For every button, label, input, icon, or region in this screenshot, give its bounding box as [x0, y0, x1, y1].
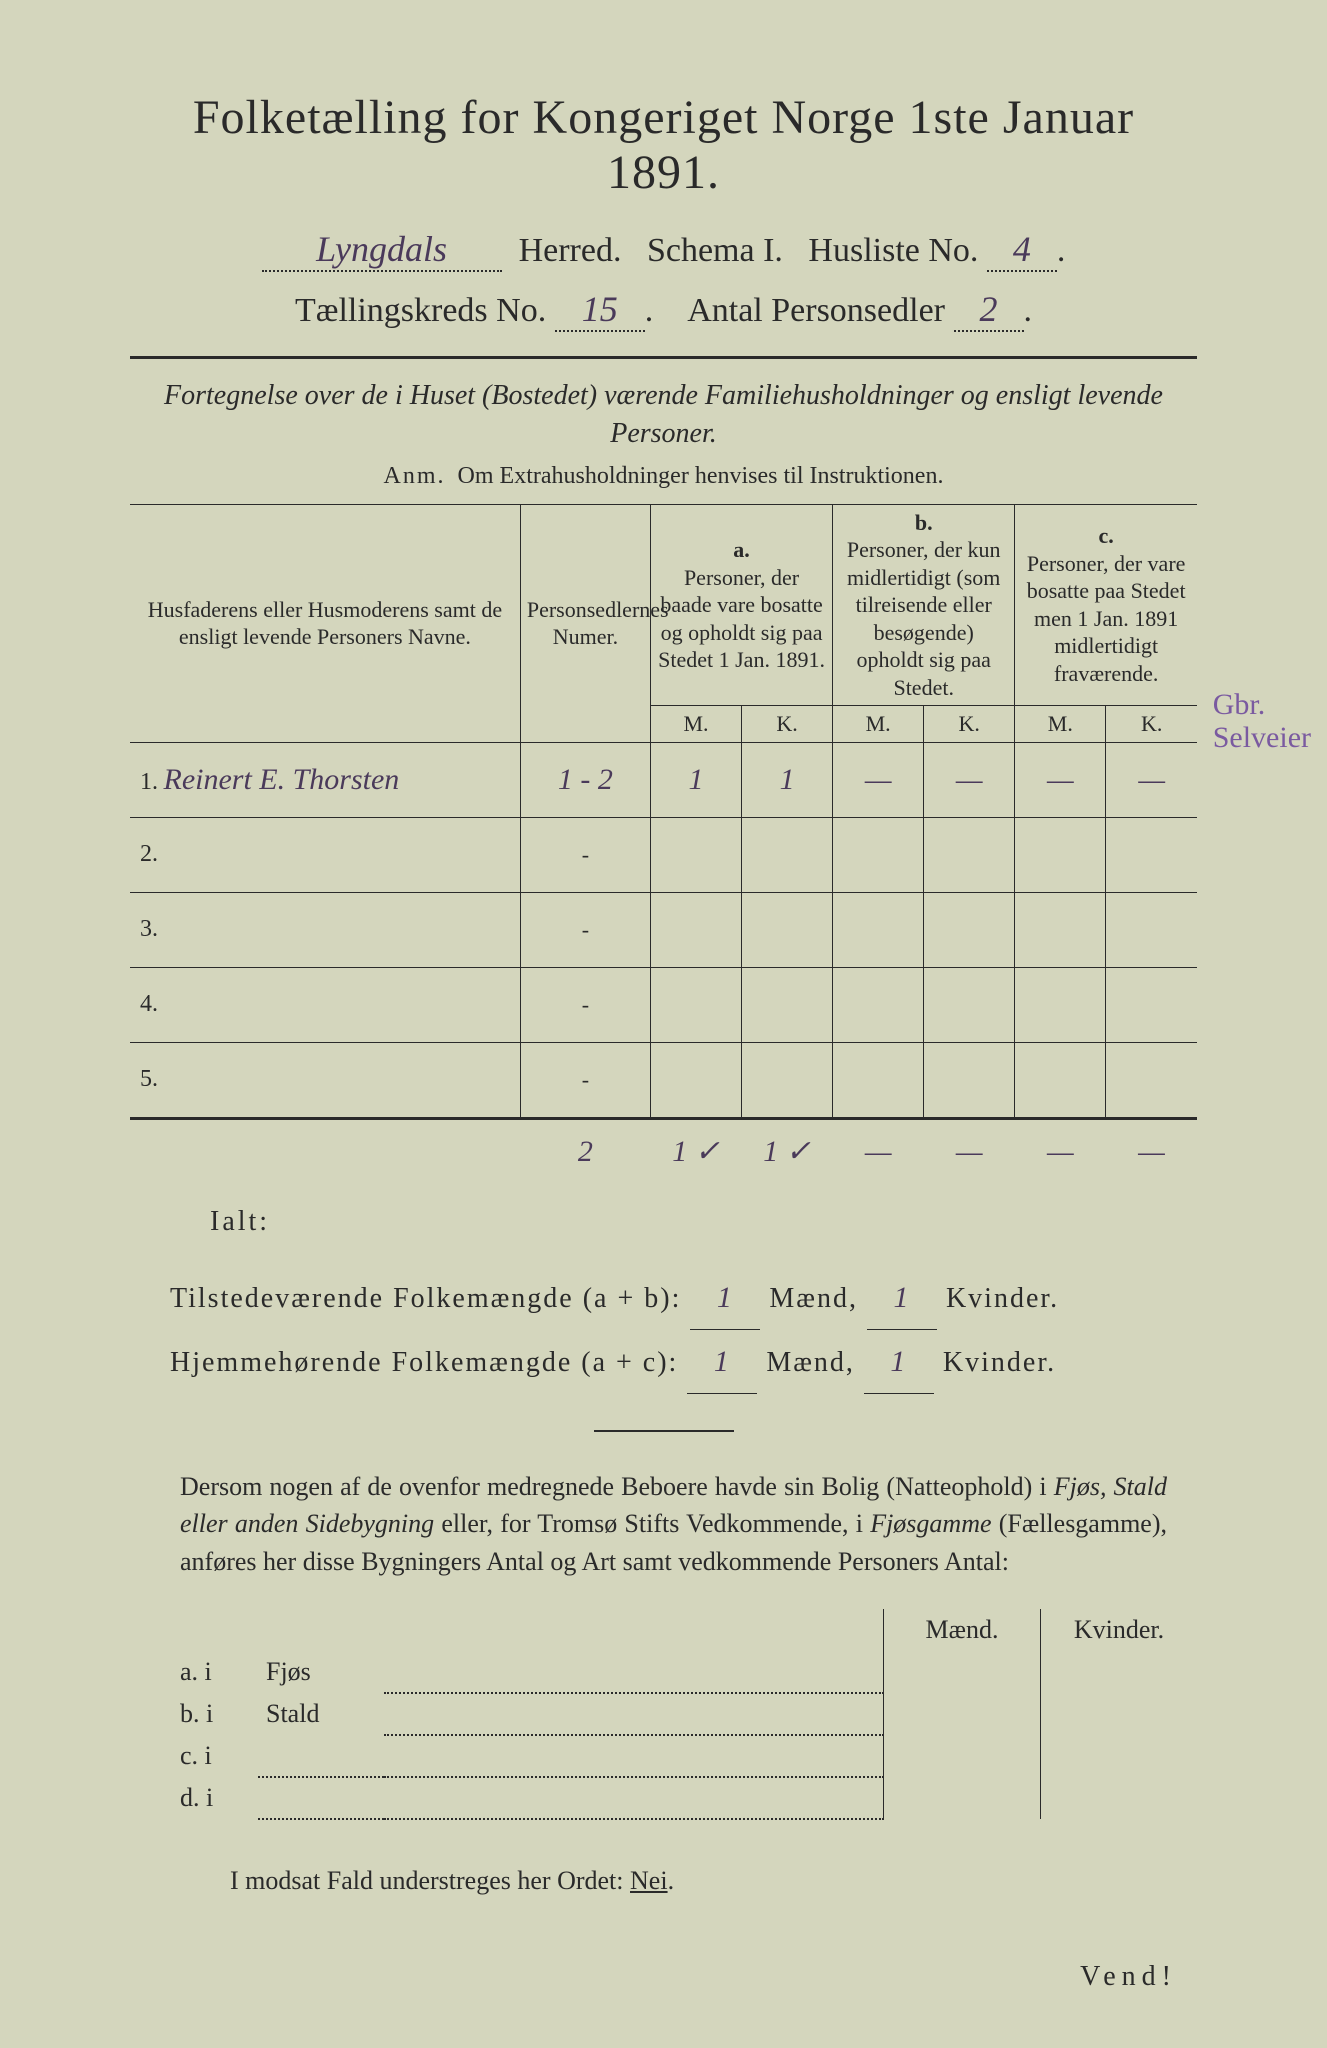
vend-label: Vend! — [1080, 1961, 1177, 1993]
th-b: b.Personer, der kun midlertidigt (som ti… — [833, 504, 1015, 706]
side-building-table: Mænd. Kvinder. a. i Fjøs b. i Stald c. i… — [130, 1609, 1197, 1820]
side-row: c. i — [130, 1735, 1197, 1777]
line-herred: Lyngdals Herred. Schema I. Husliste No. … — [130, 228, 1197, 272]
husliste-label: Husliste No. — [808, 232, 978, 269]
table-row: 1. Reinert E. Thorsten 1 - 2 1 1 — — — — — [130, 742, 1197, 817]
antal-label: Antal Personsedler — [687, 292, 945, 329]
rule-1 — [130, 356, 1197, 359]
summary-block: Tilstedeværende Folkemængde (a + b): 1 M… — [170, 1266, 1197, 1394]
subtitle: Fortegnelse over de i Huset (Bostedet) v… — [130, 377, 1197, 453]
th-c: c.Personer, der vare bosatte paa Stedet … — [1015, 504, 1197, 706]
husliste-value: 4 — [1013, 229, 1031, 269]
short-rule — [594, 1430, 734, 1432]
ialt-label: Ialt: — [210, 1206, 1197, 1238]
table-row: 3. - — [130, 892, 1197, 967]
th-a: a.Personer, der baade vare bosatte og op… — [650, 504, 832, 706]
th-numer: Personsedlernes Numer. — [520, 504, 650, 742]
herred-label: Herred. — [519, 232, 622, 269]
th-a-k: K. — [742, 706, 833, 743]
herred-value: Lyngdals — [316, 229, 447, 269]
side-building-paragraph: Dersom nogen af de ovenfor medregnede Be… — [180, 1468, 1167, 1581]
sum-ab: Tilstedeværende Folkemængde (a + b): 1 M… — [170, 1266, 1197, 1330]
th-b-m: M. — [833, 706, 924, 743]
sum-ac: Hjemmehørende Folkemængde (a + c): 1 Mæn… — [170, 1330, 1197, 1394]
th-maend: Mænd. — [884, 1609, 1041, 1651]
th-c-m: M. — [1015, 706, 1106, 743]
kreds-label: Tællingskreds No. — [295, 292, 546, 329]
side-row: a. i Fjøs — [130, 1651, 1197, 1693]
th-b-k: K. — [924, 706, 1015, 743]
line-kreds: Tællingskreds No. 15. Antal Personsedler… — [130, 288, 1197, 332]
anm-note: Anm. Anm. Om Extrahusholdninger henvises… — [130, 463, 1197, 490]
th-a-m: M. — [650, 706, 741, 743]
side-row: d. i — [130, 1777, 1197, 1819]
th-names: Husfaderens eller Husmoderens samt de en… — [130, 504, 520, 742]
th-kvinder: Kvinder. — [1041, 1609, 1198, 1651]
census-form-page: Folketælling for Kongeriget Norge 1ste J… — [0, 0, 1327, 2048]
table-row: 4. - — [130, 967, 1197, 1042]
totals-row: 2 1 ✓ 1 ✓ — — — — — [130, 1118, 1197, 1184]
page-title: Folketælling for Kongeriget Norge 1ste J… — [130, 90, 1197, 200]
nei-line: I modsat Fald understreges her Ordet: Ne… — [230, 1866, 1197, 1896]
margin-annotation: Gbr. Selveier — [1213, 688, 1311, 754]
th-c-k: K. — [1106, 706, 1197, 743]
schema-label: Schema I. — [647, 232, 783, 269]
table-row: 2. - — [130, 817, 1197, 892]
side-row: b. i Stald — [130, 1693, 1197, 1735]
kreds-value: 15 — [582, 289, 618, 329]
census-tbody: 1. Reinert E. Thorsten 1 - 2 1 1 — — — —… — [130, 742, 1197, 1184]
table-row: 5. - — [130, 1042, 1197, 1118]
census-table: Husfaderens eller Husmoderens samt de en… — [130, 504, 1197, 1184]
antal-value: 2 — [980, 289, 998, 329]
